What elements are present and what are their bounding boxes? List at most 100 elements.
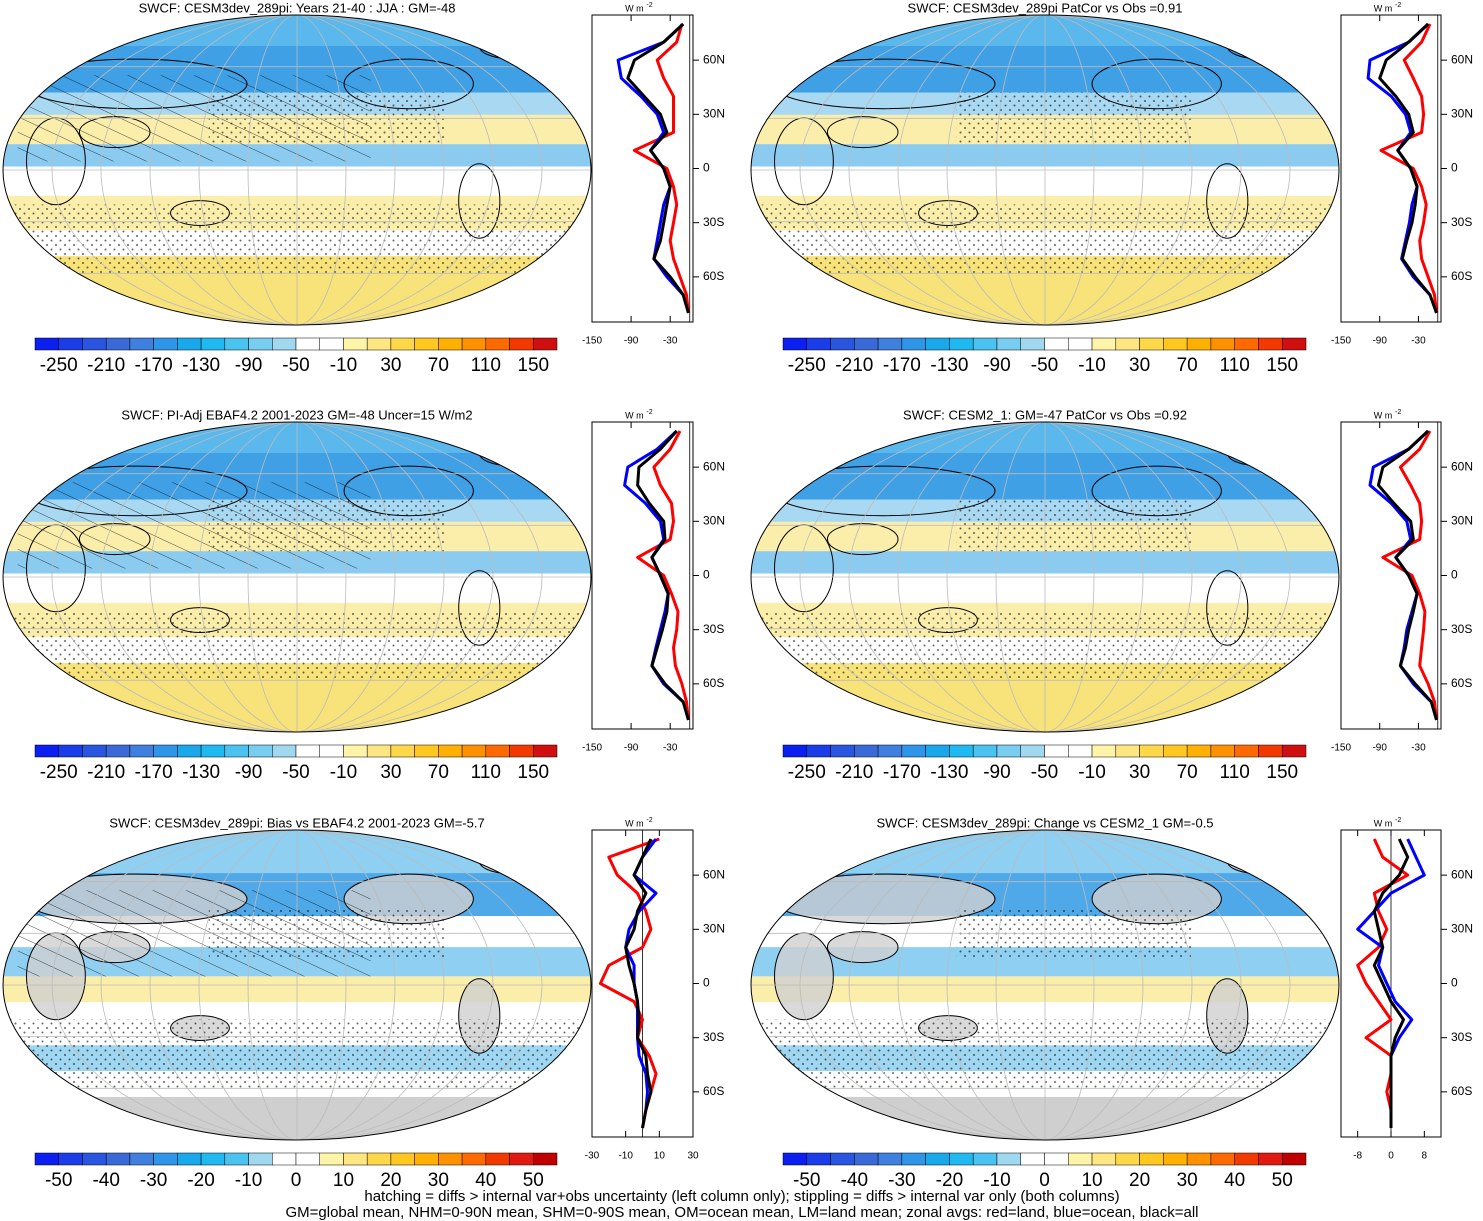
- colorbar-box: [830, 744, 855, 758]
- colorbar-label: 40: [475, 1170, 496, 1191]
- y-tick-label: 30N: [1451, 513, 1473, 527]
- colorbar-box: [996, 1152, 1021, 1166]
- colorbar-box: [949, 1152, 974, 1166]
- colorbar-box: [949, 337, 974, 351]
- colorbar-box: [390, 1152, 415, 1166]
- colorbar-box: [1163, 337, 1188, 351]
- colorbar-box: [996, 744, 1021, 758]
- unit-exponent: -2: [1395, 817, 1401, 824]
- colorbar-label: 150: [1266, 762, 1298, 783]
- colorbar-box: [177, 1152, 202, 1166]
- panel-title: SWCF: CESM3dev_289pi: Bias vs EBAF4.2 20…: [109, 815, 484, 830]
- map-meridian: [247, 830, 347, 1140]
- colorbar-box: [901, 744, 926, 758]
- map-meridian: [946, 15, 1144, 325]
- y-tick-label: 60N: [1451, 52, 1473, 66]
- map-meridian: [946, 830, 1144, 1140]
- colorbar-box: [248, 1152, 273, 1166]
- colorbar-box: [806, 1152, 831, 1166]
- colorbar-box: [1068, 1152, 1093, 1166]
- colorbar-box: [153, 1152, 178, 1166]
- x-tick-label: -150: [582, 743, 602, 754]
- colorbar-box: [461, 1152, 487, 1166]
- unit-label: W m: [1374, 3, 1393, 13]
- colorbar-box: [414, 337, 439, 351]
- colorbar-box: [414, 1152, 439, 1166]
- colorbar-box: [877, 337, 903, 351]
- colorbar-label: 40: [1224, 1170, 1245, 1191]
- colorbar-box: [782, 744, 808, 758]
- y-tick-label: 30N: [1451, 106, 1473, 120]
- colorbar-label: -10: [1078, 762, 1105, 783]
- colorbar-label: -170: [883, 762, 921, 783]
- colorbar-label: -50: [282, 355, 309, 376]
- colorbar-box: [82, 1152, 107, 1166]
- colorbar-label: 30: [1129, 762, 1150, 783]
- zonal-frame: [1340, 421, 1442, 730]
- colorbar-box: [1068, 744, 1093, 758]
- colorbar-box: [901, 1152, 926, 1166]
- colorbar-box: [1210, 1152, 1235, 1166]
- colorbar-box: [105, 1152, 131, 1166]
- colorbar-box: [485, 744, 510, 758]
- colorbar-box: [105, 337, 131, 351]
- colorbar-label: -170: [883, 355, 921, 376]
- colorbar-label: -210: [835, 762, 873, 783]
- zonal-line: [636, 429, 690, 721]
- zonal-frame: [1340, 14, 1442, 323]
- colorbar-label: 50: [1272, 1170, 1293, 1191]
- colorbar-box: [1258, 337, 1283, 351]
- zonal-line: [1372, 838, 1410, 1128]
- colorbar-label: 20: [1129, 1170, 1150, 1191]
- y-tick-label: 30S: [703, 215, 724, 229]
- colorbar-label: -210: [835, 355, 873, 376]
- colorbar-box: [925, 337, 950, 351]
- y-tick-label: 30N: [703, 921, 725, 935]
- map-land: [478, 848, 539, 874]
- x-tick-label: -90: [1372, 336, 1387, 347]
- footer-note: GM=global mean, NHM=0-90N mean, SHM=0-90…: [285, 1204, 1198, 1221]
- colorbar-box: [200, 1152, 226, 1166]
- map-meridian: [149, 422, 445, 732]
- map-border: [2, 421, 592, 733]
- colorbar-box: [901, 337, 926, 351]
- colorbar-label: -130: [930, 762, 968, 783]
- map-meridian: [897, 830, 1193, 1140]
- colorbar-box: [509, 744, 534, 758]
- colorbar-label: 70: [1177, 355, 1198, 376]
- colorbar-box: [461, 744, 487, 758]
- map-land: [826, 523, 899, 556]
- panel-title: SWCF: PI-Adj EBAF4.2 2001-2023 GM=-48 Un…: [121, 407, 472, 422]
- map-land: [478, 440, 539, 466]
- colorbar-label: 110: [1220, 762, 1250, 783]
- map-meridian: [149, 15, 445, 325]
- y-tick-label: 30S: [1451, 1030, 1472, 1044]
- colorbar-label: -210: [87, 355, 125, 376]
- colorbar-box: [1234, 337, 1259, 351]
- colorbar-label: 70: [428, 355, 449, 376]
- zonal-line: [598, 837, 660, 1129]
- colorbar-box: [390, 744, 415, 758]
- y-tick-label: 30S: [1451, 215, 1472, 229]
- colorbar-box: [177, 744, 202, 758]
- unit-exponent: -2: [646, 817, 652, 824]
- colorbar-box: [224, 744, 249, 758]
- map-border: [750, 14, 1340, 326]
- colorbar-box: [390, 337, 415, 351]
- colorbar-box: [1281, 1152, 1307, 1166]
- map-border: [750, 829, 1340, 1141]
- colorbar-box: [129, 337, 154, 351]
- colorbar-label: 150: [517, 355, 549, 376]
- y-tick-label: 30N: [1451, 921, 1473, 935]
- colorbar-box: [1186, 744, 1212, 758]
- colorbar-label: 30: [1177, 1170, 1198, 1191]
- x-tick-label: -30: [663, 336, 678, 347]
- colorbar-box: [1091, 1152, 1117, 1166]
- x-tick-label: -8: [1353, 1151, 1362, 1162]
- colorbar-box: [1020, 1152, 1045, 1166]
- map-land: [478, 33, 539, 59]
- map-border: [2, 829, 592, 1141]
- y-tick-label: 30S: [703, 622, 724, 636]
- colorbar-box: [1115, 744, 1140, 758]
- colorbar-box: [925, 1152, 950, 1166]
